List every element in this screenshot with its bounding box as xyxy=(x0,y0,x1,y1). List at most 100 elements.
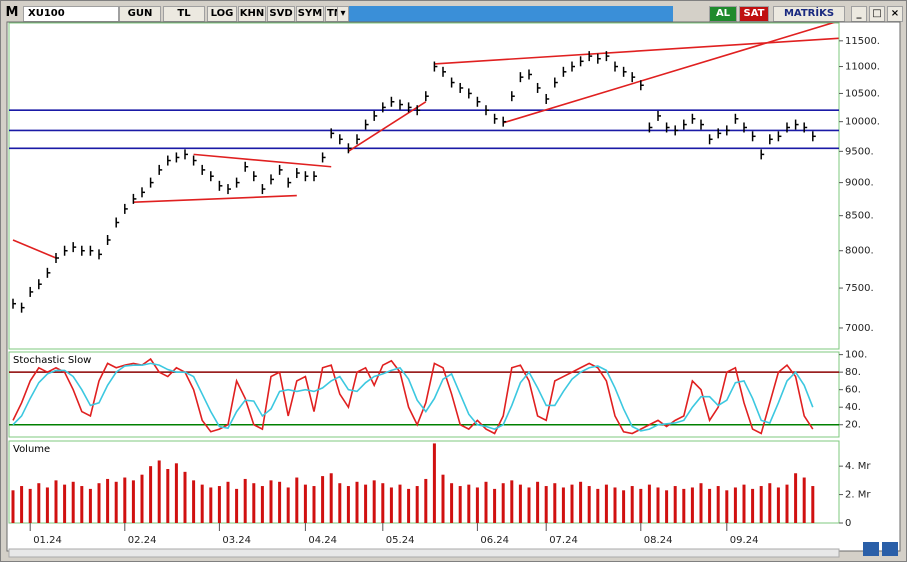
x-tick-label: 08.24 xyxy=(644,535,673,546)
volume-bar xyxy=(252,483,256,523)
dropdown[interactable]: ▾ xyxy=(337,6,349,22)
panel xyxy=(8,351,840,438)
price-bar xyxy=(124,203,128,214)
y-tick-label: 10500. xyxy=(845,88,880,99)
volume-bar xyxy=(553,483,557,523)
price-bar xyxy=(777,131,782,142)
y-tick-label: 11500. xyxy=(845,36,880,47)
volume-bar xyxy=(200,484,204,523)
volume-bar xyxy=(742,484,746,523)
volume-bar xyxy=(467,484,471,523)
price-bar xyxy=(115,217,120,228)
volume-bar xyxy=(54,480,58,523)
price-bar xyxy=(554,77,558,88)
price-bar xyxy=(184,149,188,160)
price-bar xyxy=(640,80,644,91)
price-bar xyxy=(89,245,94,256)
price-bar xyxy=(72,242,77,253)
price-bar xyxy=(726,125,730,136)
volume-bar xyxy=(690,487,694,523)
volume-bar xyxy=(106,478,110,523)
volume-bar xyxy=(596,488,600,523)
tool-icon[interactable] xyxy=(863,542,879,556)
price-bar xyxy=(382,102,386,113)
y-tick-label: 9000. xyxy=(845,178,874,189)
volume-bar xyxy=(389,487,393,523)
price-bar xyxy=(442,66,446,77)
volume-bar xyxy=(364,484,368,523)
volume-bar xyxy=(501,483,505,523)
price-bar xyxy=(622,66,627,77)
volume-bar xyxy=(217,486,221,523)
volume-bar xyxy=(561,487,565,523)
volume-bar xyxy=(510,480,514,523)
price-bar xyxy=(786,122,790,133)
price-bar xyxy=(235,177,240,188)
toolbar: M XU100 GUNTLLOGKHNSVDSYMTMP ▾ AL SAT MA… xyxy=(3,5,903,22)
volume-bar xyxy=(355,481,359,523)
price-bar xyxy=(743,122,747,133)
volume-bar xyxy=(604,484,608,523)
volume-bar xyxy=(484,481,488,523)
sell-button[interactable]: SAT xyxy=(739,6,769,22)
x-tick-label: 07.24 xyxy=(549,535,578,546)
volume-bar xyxy=(639,488,643,523)
volume-bar xyxy=(260,486,264,523)
minimize[interactable]: _ xyxy=(851,6,867,22)
toolbar-button[interactable]: SVD xyxy=(267,6,295,22)
volume-bar xyxy=(346,486,350,523)
volume-bar xyxy=(63,484,67,523)
volume-bar xyxy=(579,481,583,523)
price-bar xyxy=(175,152,180,163)
volume-bar xyxy=(312,486,316,523)
volume-bar xyxy=(11,490,15,523)
volume-bar xyxy=(432,443,436,523)
price-bar xyxy=(425,91,429,102)
price-bar xyxy=(63,245,68,256)
trend-line xyxy=(502,23,835,124)
volume-bar xyxy=(192,480,196,523)
volume-bar xyxy=(613,487,617,523)
volume-bar xyxy=(518,484,522,523)
panel-title: Volume xyxy=(13,444,50,455)
price-bar xyxy=(192,155,197,166)
stochastic-line xyxy=(12,362,814,432)
price-bar xyxy=(313,171,317,182)
volume-bar xyxy=(441,474,445,523)
price-bar xyxy=(476,96,481,107)
price-bar xyxy=(588,51,593,62)
volume-bar xyxy=(665,490,669,523)
price-bar xyxy=(287,177,292,188)
volume-bar xyxy=(751,488,755,523)
volume-bar xyxy=(321,476,325,523)
price-bar xyxy=(674,125,679,136)
toolbar-button[interactable]: LOG xyxy=(207,6,237,22)
volume-bar xyxy=(37,483,41,523)
price-bar xyxy=(253,171,257,182)
volume-bar xyxy=(209,487,213,523)
price-bar xyxy=(373,110,378,121)
volume-bar xyxy=(278,481,282,523)
volume-bar xyxy=(768,483,772,523)
price-bar xyxy=(244,161,249,172)
price-bar xyxy=(296,168,300,179)
volume-bar xyxy=(759,486,763,523)
price-bar xyxy=(330,128,335,139)
price-bar xyxy=(794,119,799,130)
price-bar xyxy=(683,119,687,130)
volume-bar xyxy=(226,481,230,523)
price-bar xyxy=(132,193,137,204)
y-tick-label: 0 xyxy=(845,518,851,529)
price-bar xyxy=(536,82,541,93)
price-bar xyxy=(20,302,25,313)
price-bar xyxy=(493,113,498,124)
panel-title: Stochastic Slow xyxy=(13,355,91,366)
price-bar xyxy=(339,134,343,145)
price-bar xyxy=(210,171,214,182)
tool-icon[interactable] xyxy=(882,542,898,556)
scrollbar[interactable] xyxy=(8,548,840,558)
price-bar xyxy=(46,267,51,278)
price-bar xyxy=(321,152,326,163)
